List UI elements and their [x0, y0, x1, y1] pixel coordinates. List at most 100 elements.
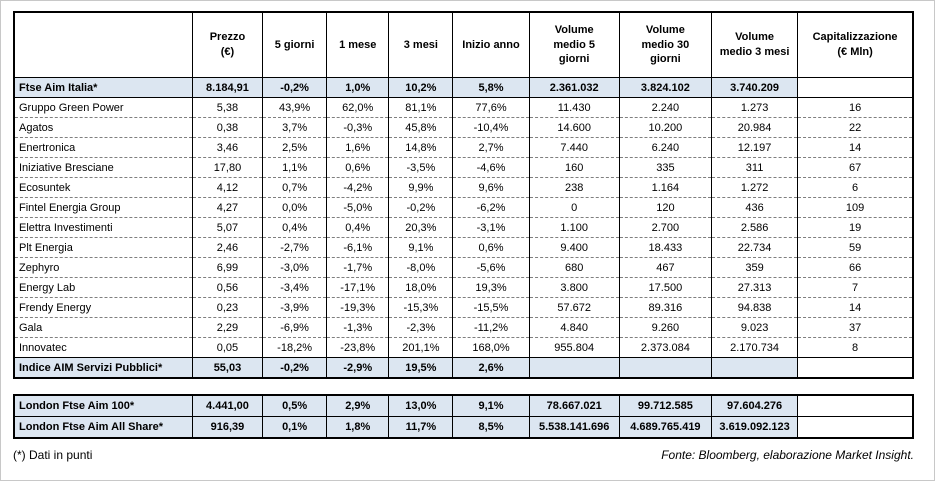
value-cell: 11,7% — [388, 416, 454, 439]
value-cell: 13,0% — [388, 394, 454, 417]
table-row: Indice AIM Servizi Pubblici* 55,03 -0,2% -2… — [13, 357, 914, 379]
column-header-5-giorni: 5 giorni — [262, 11, 328, 78]
value-cell: 2,7% — [452, 137, 530, 158]
value-cell: 3.824.102 — [618, 77, 712, 98]
table-header: Prezzo (€) 5 giorni 1 mese 3 mesi Inizio… — [13, 11, 914, 78]
value-cell: 59 — [797, 237, 914, 258]
value-cell: -1,7% — [326, 257, 390, 278]
row-label: Iniziative Bresciane — [13, 157, 193, 178]
value-cell: -3,1% — [452, 217, 530, 238]
value-cell: 1.100 — [528, 217, 620, 238]
column-header-capitalizzazione: Capitalizzazione (€ Mln) — [797, 11, 914, 78]
value-cell: 467 — [618, 257, 712, 278]
value-cell: 9.023 — [710, 317, 799, 338]
value-cell: 1,0% — [326, 77, 390, 98]
value-cell: 6.240 — [618, 137, 712, 158]
value-cell: 62,0% — [326, 97, 390, 118]
value-cell: 7 — [797, 277, 914, 298]
value-cell: 10.200 — [618, 117, 712, 138]
header-row: Prezzo (€) 5 giorni 1 mese 3 mesi Inizio… — [13, 11, 914, 78]
value-cell: 3.800 — [528, 277, 620, 298]
value-cell: 19 — [797, 217, 914, 238]
table-row: Zephyro 6,99 -3,0% -1,7% -8,0% -5,6% 680 467 359… — [13, 257, 914, 278]
value-cell: -0,3% — [326, 117, 390, 138]
value-cell: -23,8% — [326, 337, 390, 358]
row-label: Elettra Investimenti — [13, 217, 193, 238]
source-credit: Fonte: Bloomberg, elaborazione Market In… — [661, 448, 914, 462]
value-cell: 81,1% — [388, 97, 454, 118]
value-cell: 201,1% — [388, 337, 454, 358]
london-ftse-table: London Ftse Aim 100* 4.441,00 0,5% 2,9% 13,0… — [13, 394, 914, 439]
value-cell: 18,0% — [388, 277, 454, 298]
table-row: Frendy Energy 0,23 -3,9% -19,3% -15,3% -15,5%… — [13, 297, 914, 318]
value-cell: 8 — [797, 337, 914, 358]
value-cell: 3,7% — [262, 117, 328, 138]
value-cell: 0,6% — [326, 157, 390, 178]
value-cell — [710, 357, 799, 379]
value-cell: 77,6% — [452, 97, 530, 118]
value-cell: 0,05 — [191, 337, 264, 358]
value-cell: 9,1% — [388, 237, 454, 258]
value-cell: 14.600 — [528, 117, 620, 138]
value-cell: 9,9% — [388, 177, 454, 198]
row-label: London Ftse Aim All Share* — [13, 416, 193, 439]
aim-table-body: Ftse Aim Italia* 8.184,91 -0,2% 1,0% 10,2% 5,… — [13, 77, 914, 379]
table-row: Innovatec 0,05 -18,2% -23,8% 201,1% 168,0% 955… — [13, 337, 914, 358]
footnote: (*) Dati in punti — [13, 448, 93, 462]
value-cell: 2.586 — [710, 217, 799, 238]
value-cell: 9.260 — [618, 317, 712, 338]
value-cell: 0,56 — [191, 277, 264, 298]
value-cell — [618, 357, 712, 379]
value-cell: 22.734 — [710, 237, 799, 258]
table-row: London Ftse Aim All Share* 916,39 0,1% 1,8%… — [13, 416, 914, 439]
value-cell: -0,2% — [388, 197, 454, 218]
value-cell: 99.712.585 — [618, 394, 712, 417]
value-cell: 311 — [710, 157, 799, 178]
value-cell: -8,0% — [388, 257, 454, 278]
table-row: Plt Energia 2,46 -2,7% -6,1% 9,1% 0,6% 9.400 18… — [13, 237, 914, 258]
table-row: Gala 2,29 -6,9% -1,3% -2,3% -11,2% 4.840 9.260 9… — [13, 317, 914, 338]
value-cell: -2,3% — [388, 317, 454, 338]
value-cell: 94.838 — [710, 297, 799, 318]
value-cell: 5,07 — [191, 217, 264, 238]
table-row: Elettra Investimenti 5,07 0,4% 0,4% 20,3% -3,… — [13, 217, 914, 238]
value-cell: 6,99 — [191, 257, 264, 278]
value-cell: -2,7% — [262, 237, 328, 258]
value-cell: 57.672 — [528, 297, 620, 318]
column-header-volume-30-giorni: Volume medio 30 giorni — [618, 11, 712, 78]
value-cell: 9.400 — [528, 237, 620, 258]
value-cell: 0,38 — [191, 117, 264, 138]
value-cell: 3.619.092.123 — [710, 416, 799, 439]
value-cell: -6,9% — [262, 317, 328, 338]
value-cell: 22 — [797, 117, 914, 138]
value-cell — [797, 416, 914, 439]
table-row: Enertronica 3,46 2,5% 1,6% 14,8% 2,7% 7.440 6.2… — [13, 137, 914, 158]
value-cell: 4,27 — [191, 197, 264, 218]
column-header-3-mesi: 3 mesi — [388, 11, 454, 78]
value-cell: 3.740.209 — [710, 77, 799, 98]
row-label: Ftse Aim Italia* — [13, 77, 193, 98]
value-cell: 335 — [618, 157, 712, 178]
value-cell: 19,5% — [388, 357, 454, 379]
value-cell: -10,4% — [452, 117, 530, 138]
value-cell: -11,2% — [452, 317, 530, 338]
value-cell: 14,8% — [388, 137, 454, 158]
value-cell: 2,29 — [191, 317, 264, 338]
row-label: London Ftse Aim 100* — [13, 394, 193, 417]
value-cell: 9,1% — [452, 394, 530, 417]
value-cell: 97.604.276 — [710, 394, 799, 417]
row-label: Energy Lab — [13, 277, 193, 298]
value-cell: 168,0% — [452, 337, 530, 358]
value-cell: 9,6% — [452, 177, 530, 198]
value-cell: 8.184,91 — [191, 77, 264, 98]
row-label: Ecosuntek — [13, 177, 193, 198]
table-row: Iniziative Bresciane 17,80 1,1% 0,6% -3,5% -4… — [13, 157, 914, 178]
table-row: London Ftse Aim 100* 4.441,00 0,5% 2,9% 13,0… — [13, 394, 914, 417]
value-cell: -6,2% — [452, 197, 530, 218]
row-label: Agatos — [13, 117, 193, 138]
value-cell: 0,5% — [262, 394, 328, 417]
value-cell: 66 — [797, 257, 914, 278]
row-label: Fintel Energia Group — [13, 197, 193, 218]
column-header-name — [13, 11, 193, 78]
value-cell: -15,3% — [388, 297, 454, 318]
